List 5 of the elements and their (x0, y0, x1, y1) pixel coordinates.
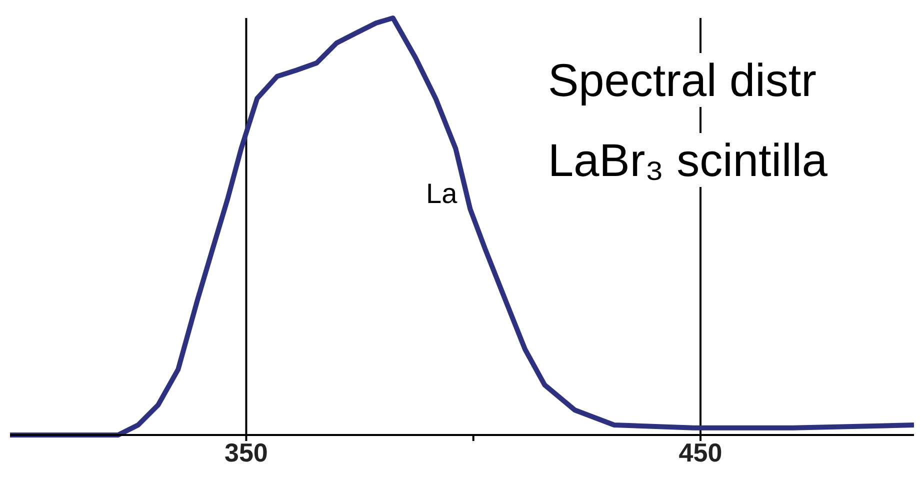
annotation: LaBr₃ scintilla (548, 133, 828, 187)
x-tick-label: 350 (224, 437, 268, 468)
annotation: La (426, 178, 458, 210)
x-tick-label: 450 (678, 437, 722, 468)
annotation: Spectral distr (548, 53, 816, 107)
